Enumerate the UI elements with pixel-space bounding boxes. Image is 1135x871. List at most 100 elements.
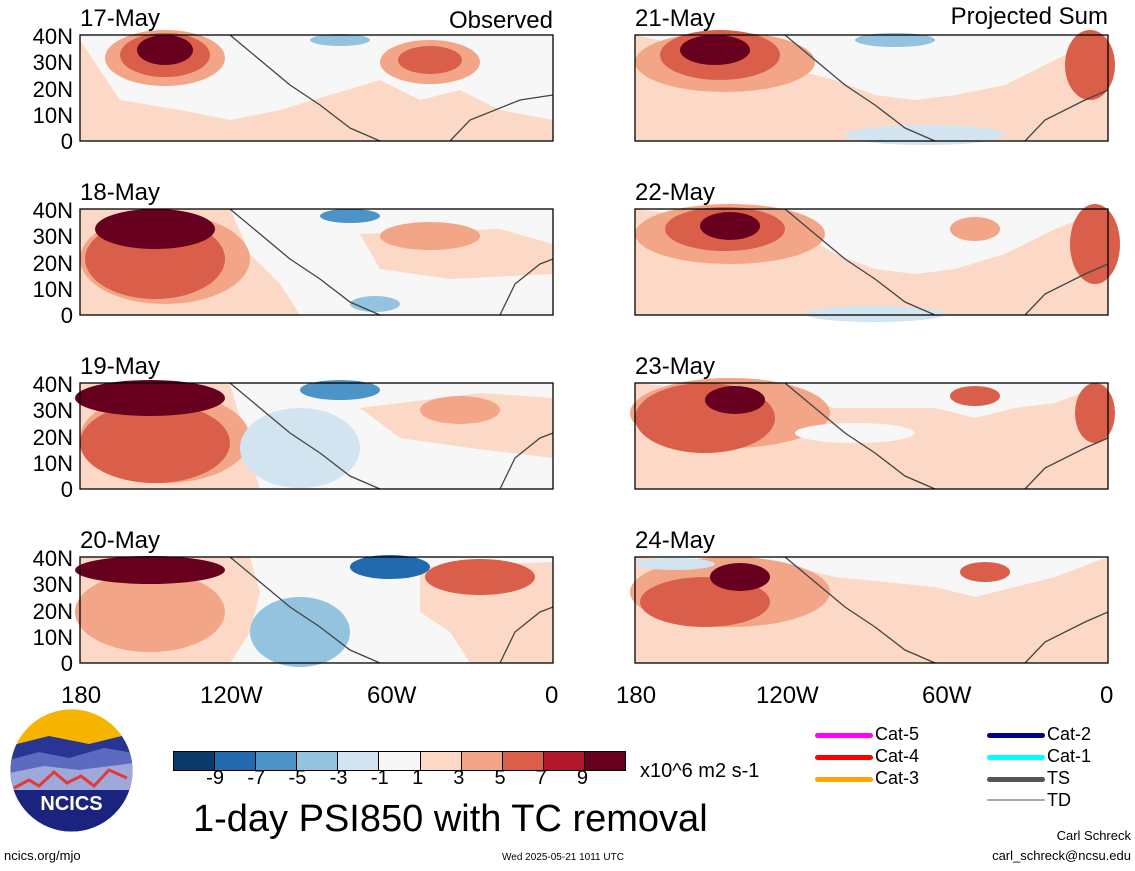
lat-label: 30N <box>33 398 73 423</box>
legend-swatch <box>815 755 873 760</box>
lon-label: 0 <box>1100 682 1114 709</box>
lat-label: 20N <box>33 77 73 102</box>
lat-label: 0 <box>61 477 73 502</box>
lat-label: 0 <box>61 303 73 328</box>
colorbar-swatch <box>543 752 585 770</box>
lat-label: 30N <box>33 572 73 597</box>
lat-label: 40N <box>33 372 73 397</box>
lat-label: 10N <box>33 451 73 476</box>
colorbar-swatch <box>256 752 298 770</box>
lat-label: 10N <box>33 103 73 128</box>
panel-24-may: 24-May <box>555 522 1115 697</box>
map-22-may: 22-May <box>634 179 1120 322</box>
legend-swatch <box>815 733 873 738</box>
figure-title: 1-day PSI850 with TC removal <box>193 798 708 840</box>
panel-18-may: 40N 30N 20N 10N 0 18-May <box>0 174 560 349</box>
map-18-may: 40N 30N 20N 10N 0 18-May <box>33 179 554 328</box>
lat-label: 0 <box>61 129 73 154</box>
lat-label: 10N <box>33 277 73 302</box>
colorbar-swatch <box>420 752 462 770</box>
panel-date: 19-May <box>80 353 160 380</box>
map-17-may: 40N 30N 20N 10N 0 17-May Observed <box>33 5 554 154</box>
lon-label: 0 <box>545 682 559 709</box>
colorbar-swatch <box>461 752 503 770</box>
footer-timestamp: Wed 2025-05-21 1011 UTC <box>502 852 624 863</box>
panel-date: 18-May <box>80 179 160 206</box>
colorbar-tick-label: -7 <box>247 767 266 789</box>
legend-swatch <box>815 777 873 782</box>
lat-label: 20N <box>33 425 73 450</box>
footer-author: Carl Schreck <box>1056 828 1131 843</box>
panel-date: 23-May <box>635 353 715 380</box>
lat-label: 40N <box>33 24 73 49</box>
colorbar-tick-label: 5 <box>494 767 506 789</box>
legend-swatch <box>987 777 1045 782</box>
colorbar-tick-label: 9 <box>576 767 588 789</box>
lat-label: 30N <box>33 50 73 75</box>
map-24-may: 24-May <box>630 527 1109 664</box>
lon-label: 180 <box>616 682 657 709</box>
colorbar-tick-label: -1 <box>370 767 389 789</box>
panel-corner-label: Projected Sum <box>951 3 1108 30</box>
panel-corner-label: Observed <box>449 7 553 34</box>
lat-axis-labels: 40N 30N 20N 10N 0 <box>33 198 73 328</box>
lon-label: 60W <box>367 682 417 709</box>
map-21-may: 21-May Projected Sum <box>634 3 1115 145</box>
panel-date: 21-May <box>635 5 715 32</box>
colorbar-swatch <box>502 752 544 770</box>
colorbar-units: x10^6 m2 s-1 <box>640 760 760 782</box>
legend-label: TS <box>1047 768 1071 788</box>
panel-date: 20-May <box>80 527 160 554</box>
lon-label: 180 <box>61 682 102 709</box>
legend-label: Cat-1 <box>1047 746 1092 766</box>
colorbar-swatch <box>584 752 626 770</box>
colorbar-swatch <box>338 752 380 770</box>
colorbar-tick-label: -5 <box>288 767 307 789</box>
legend-swatch <box>987 733 1045 738</box>
panel-23-may: 23-May <box>555 348 1115 523</box>
colorbar-swatch <box>174 752 216 770</box>
legend-swatch <box>987 799 1045 801</box>
colorbar-tick-label: 7 <box>535 767 547 789</box>
colorbar-swatch <box>297 752 339 770</box>
map-20-may: 40N 30N 20N 10N 0 20-May <box>33 527 554 676</box>
lat-label: 40N <box>33 198 73 223</box>
lat-label: 10N <box>33 625 73 650</box>
lon-label: 60W <box>922 682 972 709</box>
colorbar-tick-label: 3 <box>453 767 465 789</box>
legend-label: Cat-4 <box>875 746 920 766</box>
lat-label: 40N <box>33 546 73 571</box>
lat-axis-labels: 40N 30N 20N 10N 0 <box>33 372 73 502</box>
lat-label: 30N <box>33 224 73 249</box>
panel-date: 22-May <box>635 179 715 206</box>
map-23-may: 23-May <box>630 353 1115 490</box>
lat-axis-labels: 40N 30N 20N 10N 0 <box>33 546 73 676</box>
footer-email: carl_schreck@ncsu.edu <box>992 848 1131 863</box>
legend-label: Cat-2 <box>1047 724 1092 744</box>
map-19-may: 40N 30N 20N 10N 0 19-May <box>33 353 554 502</box>
logo-text: NCICS <box>40 793 102 815</box>
panel-date: 17-May <box>80 5 160 32</box>
lat-axis-labels: 40N 30N 20N 10N 0 <box>33 24 73 154</box>
colorbar-tick-label: 1 <box>412 767 424 789</box>
ncics-logo: NCICS <box>10 709 133 832</box>
panel-20-may: 40N 30N 20N 10N 0 20-May <box>0 522 560 697</box>
colorbar-swatch <box>379 752 421 770</box>
footer-url: ncics.org/mjo <box>4 848 81 863</box>
lon-label: 120W <box>756 682 819 709</box>
panel-22-may: 22-May <box>555 174 1120 349</box>
colorbar-tick-label: -9 <box>206 767 224 789</box>
lat-label: 0 <box>61 651 73 676</box>
legend-swatch <box>987 755 1045 760</box>
panel-19-may: 40N 30N 20N 10N 0 19-May <box>0 348 560 523</box>
panel-21-may: 21-May Projected Sum <box>555 0 1115 175</box>
colorbar <box>173 751 626 771</box>
colorbar-tick-label: -3 <box>329 767 348 789</box>
lon-label: 120W <box>200 682 263 709</box>
colorbar-swatch <box>215 752 257 770</box>
panel-17-may: 40N 30N 20N 10N 0 17-May Observed <box>0 0 560 175</box>
panel-date: 24-May <box>635 527 715 554</box>
lat-label: 20N <box>33 251 73 276</box>
legend-label: Cat-5 <box>875 724 920 744</box>
legend-label: Cat-3 <box>875 768 920 788</box>
